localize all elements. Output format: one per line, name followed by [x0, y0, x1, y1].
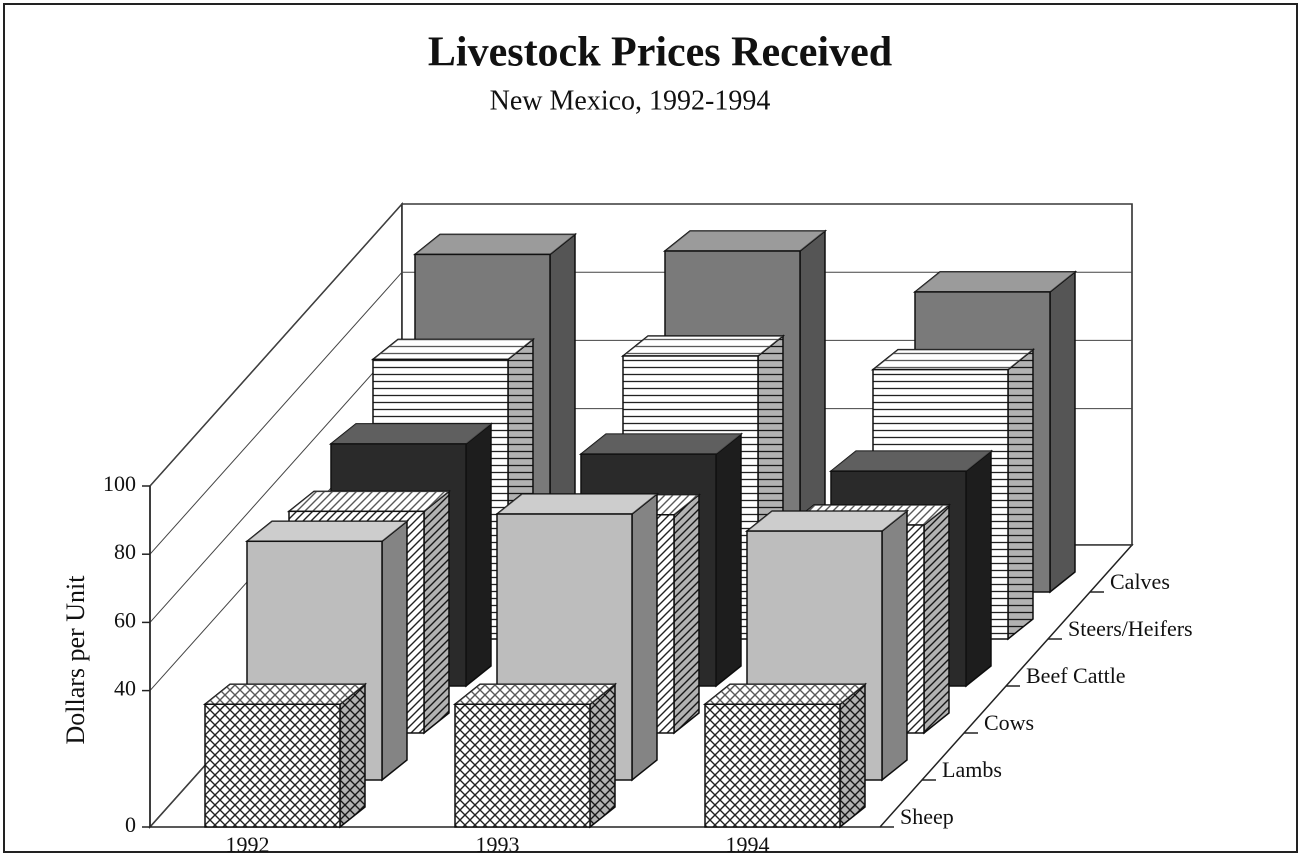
plot: 0 40 60 80 100 Sheep Lambs Cows Beef Cattle Steer…: [103, 202, 1193, 856]
bar-top-shade: [873, 349, 1033, 370]
bar: [704, 703, 841, 828]
bar-top-shade: [373, 339, 533, 360]
bar-side-shade: [924, 504, 949, 733]
y-tick-label: 80: [114, 539, 136, 564]
bar-top-shade: [581, 434, 741, 455]
y-tick-label: 100: [103, 471, 136, 496]
bar-top-shade: [331, 423, 491, 444]
bar-side-shade: [882, 511, 907, 780]
bar-top-shade: [915, 271, 1075, 292]
bar-side-shade: [1050, 271, 1075, 592]
bar-top-shade: [747, 511, 907, 532]
bar-top-shade: [665, 231, 825, 251]
x-tick-label: 1994: [726, 832, 770, 856]
chart-title: Livestock Prices Received: [428, 30, 892, 76]
bar-side-shade: [382, 521, 407, 780]
bar-side-shade: [674, 494, 699, 733]
bar: [204, 703, 341, 828]
bar-top-shade: [455, 684, 615, 705]
bar-top-shade: [415, 234, 575, 255]
legend-label: Beef Cattle: [1026, 663, 1126, 688]
x-tick-label: 1993: [476, 832, 520, 856]
bar-side-shade: [590, 684, 615, 827]
bar-side-shade: [340, 684, 365, 827]
legend-label: Lambs: [942, 757, 1002, 782]
grid-line: [149, 203, 1132, 487]
bar-side-shade: [424, 491, 449, 733]
bar-side-shade: [1008, 349, 1033, 639]
bar-side-shade: [800, 231, 825, 592]
bar-top-shade: [205, 684, 365, 705]
y-tick-label: 60: [114, 607, 136, 632]
bar-top-shade: [289, 491, 449, 512]
y-tick-label: 0: [125, 812, 136, 837]
y-axis-label: Dollars per Unit: [61, 575, 90, 745]
chart-subtitle: New Mexico, 1992-1994: [490, 85, 771, 116]
x-tick-label: 1992: [226, 832, 270, 856]
grid-line: [149, 271, 1132, 555]
legend-label: Steers/Heifers: [1068, 616, 1193, 641]
bar-side-shade: [966, 451, 991, 686]
legend-label: Calves: [1110, 569, 1170, 594]
bar-top-shade: [705, 684, 865, 705]
bar: [454, 703, 591, 828]
bar-side-shade: [716, 434, 741, 686]
bar-side-shade: [632, 494, 657, 780]
bar-top-shade: [497, 494, 657, 515]
bar-top-shade: [623, 335, 783, 356]
legend-label: Cows: [984, 710, 1034, 735]
bar-top-shade: [247, 521, 407, 542]
bar-side-shade: [466, 423, 491, 686]
bar-top-shade: [831, 451, 991, 472]
y-tick-label: 40: [114, 676, 136, 701]
legend-label: Sheep: [900, 804, 954, 829]
bar-side-shade: [840, 684, 865, 827]
